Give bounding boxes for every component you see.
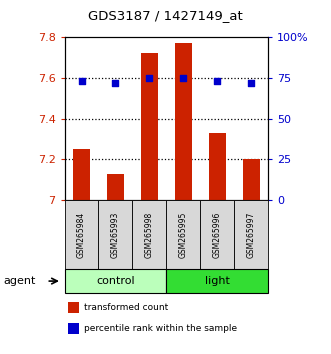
Point — [181, 75, 186, 81]
Bar — [73, 149, 90, 200]
Text: GSM265995: GSM265995 — [179, 211, 188, 258]
Text: GSM265984: GSM265984 — [77, 211, 86, 258]
Text: GSM265997: GSM265997 — [247, 211, 256, 258]
Text: agent: agent — [3, 276, 36, 286]
Text: GSM265998: GSM265998 — [145, 211, 154, 258]
Bar — [209, 133, 226, 200]
Text: GDS3187 / 1427149_at: GDS3187 / 1427149_at — [88, 9, 243, 22]
Text: light: light — [205, 276, 230, 286]
Bar — [243, 159, 260, 200]
Text: control: control — [96, 276, 135, 286]
Text: GSM265996: GSM265996 — [213, 211, 222, 258]
Point — [214, 78, 220, 84]
Bar — [175, 43, 192, 200]
Text: percentile rank within the sample: percentile rank within the sample — [84, 324, 238, 333]
Point — [147, 75, 152, 81]
Point — [249, 80, 254, 86]
Text: GSM265993: GSM265993 — [111, 211, 120, 258]
Point — [113, 80, 118, 86]
Point — [79, 78, 84, 84]
Bar — [141, 53, 158, 200]
Bar — [107, 173, 124, 200]
Text: transformed count: transformed count — [84, 303, 169, 312]
